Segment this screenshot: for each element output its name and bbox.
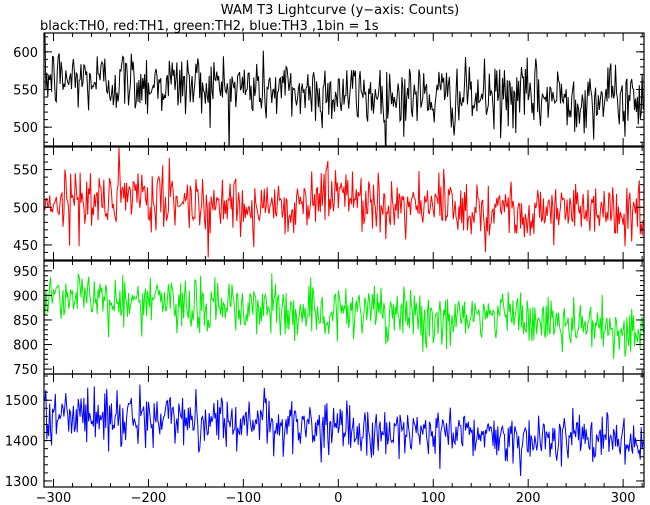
y-tick-label: 950: [13, 265, 38, 280]
panel-frame: [43, 32, 645, 147]
y-tick-label: 450: [13, 239, 38, 254]
panel-th3: 1300 1400 1500: [5, 373, 645, 490]
y-tick-label: 1500: [5, 394, 38, 409]
y-tick-label: 900: [13, 289, 38, 304]
y-tick-label: 500: [13, 201, 38, 216]
x-tick-label: −100: [226, 491, 262, 505]
x-tick-label: 0: [334, 491, 342, 505]
x-tick-label: −200: [131, 491, 167, 505]
y-tick-label: 1400: [5, 435, 38, 450]
y-tick-label: 600: [13, 46, 38, 61]
x-tick-label: −300: [36, 491, 72, 505]
series-th3: [44, 384, 644, 477]
y-tick-label: 550: [13, 84, 38, 99]
chart-subtitle: black:TH0, red:TH1, green:TH2, blue:TH3 …: [40, 19, 379, 34]
y-tick-label: 1300: [5, 475, 38, 490]
panel-th2: 750 800 850 900 950: [13, 260, 645, 378]
y-tick-label: 550: [13, 164, 38, 179]
panel-frame: [43, 260, 645, 375]
plot-area: 500 550 600 450 500 550 750 800 850 900 950 1300 140…: [5, 32, 645, 505]
y-tick-label: 850: [13, 314, 38, 329]
panel-frame: [43, 146, 645, 261]
panel-th0: 500 550 600: [13, 32, 645, 147]
series-th0: [44, 33, 644, 146]
panel-th1: 450 500 550: [13, 146, 645, 261]
y-tick-label: 800: [13, 339, 38, 354]
y-tick-label: 500: [13, 121, 38, 136]
series-th2: [44, 272, 644, 359]
panel-frame: [43, 373, 645, 488]
series-th1: [44, 147, 644, 258]
y-tick-label: 750: [13, 363, 38, 378]
chart-title: WAM T3 Lightcurve (y−axis: Counts): [221, 3, 459, 18]
x-tick-label: 100: [421, 491, 446, 505]
x-tick-label: 200: [516, 491, 541, 505]
x-tick-label: 300: [611, 491, 636, 505]
